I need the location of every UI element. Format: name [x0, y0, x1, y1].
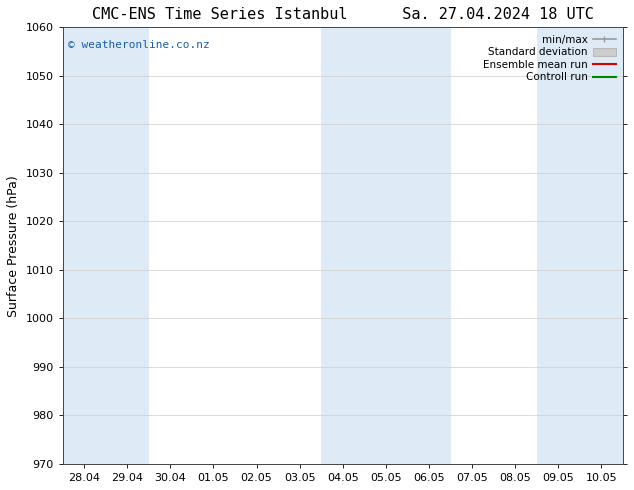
Legend: min/max, Standard deviation, Ensemble mean run, Controll run: min/max, Standard deviation, Ensemble me…: [481, 32, 618, 84]
Y-axis label: Surface Pressure (hPa): Surface Pressure (hPa): [7, 175, 20, 317]
Bar: [106, 27, 149, 464]
Bar: [321, 27, 365, 464]
Bar: [537, 27, 580, 464]
Bar: [365, 27, 408, 464]
Title: CMC-ENS Time Series Istanbul      Sa. 27.04.2024 18 UTC: CMC-ENS Time Series Istanbul Sa. 27.04.2…: [92, 7, 593, 22]
Text: © weatheronline.co.nz: © weatheronline.co.nz: [68, 40, 210, 50]
Bar: [580, 27, 623, 464]
Bar: [63, 27, 106, 464]
Bar: [408, 27, 451, 464]
